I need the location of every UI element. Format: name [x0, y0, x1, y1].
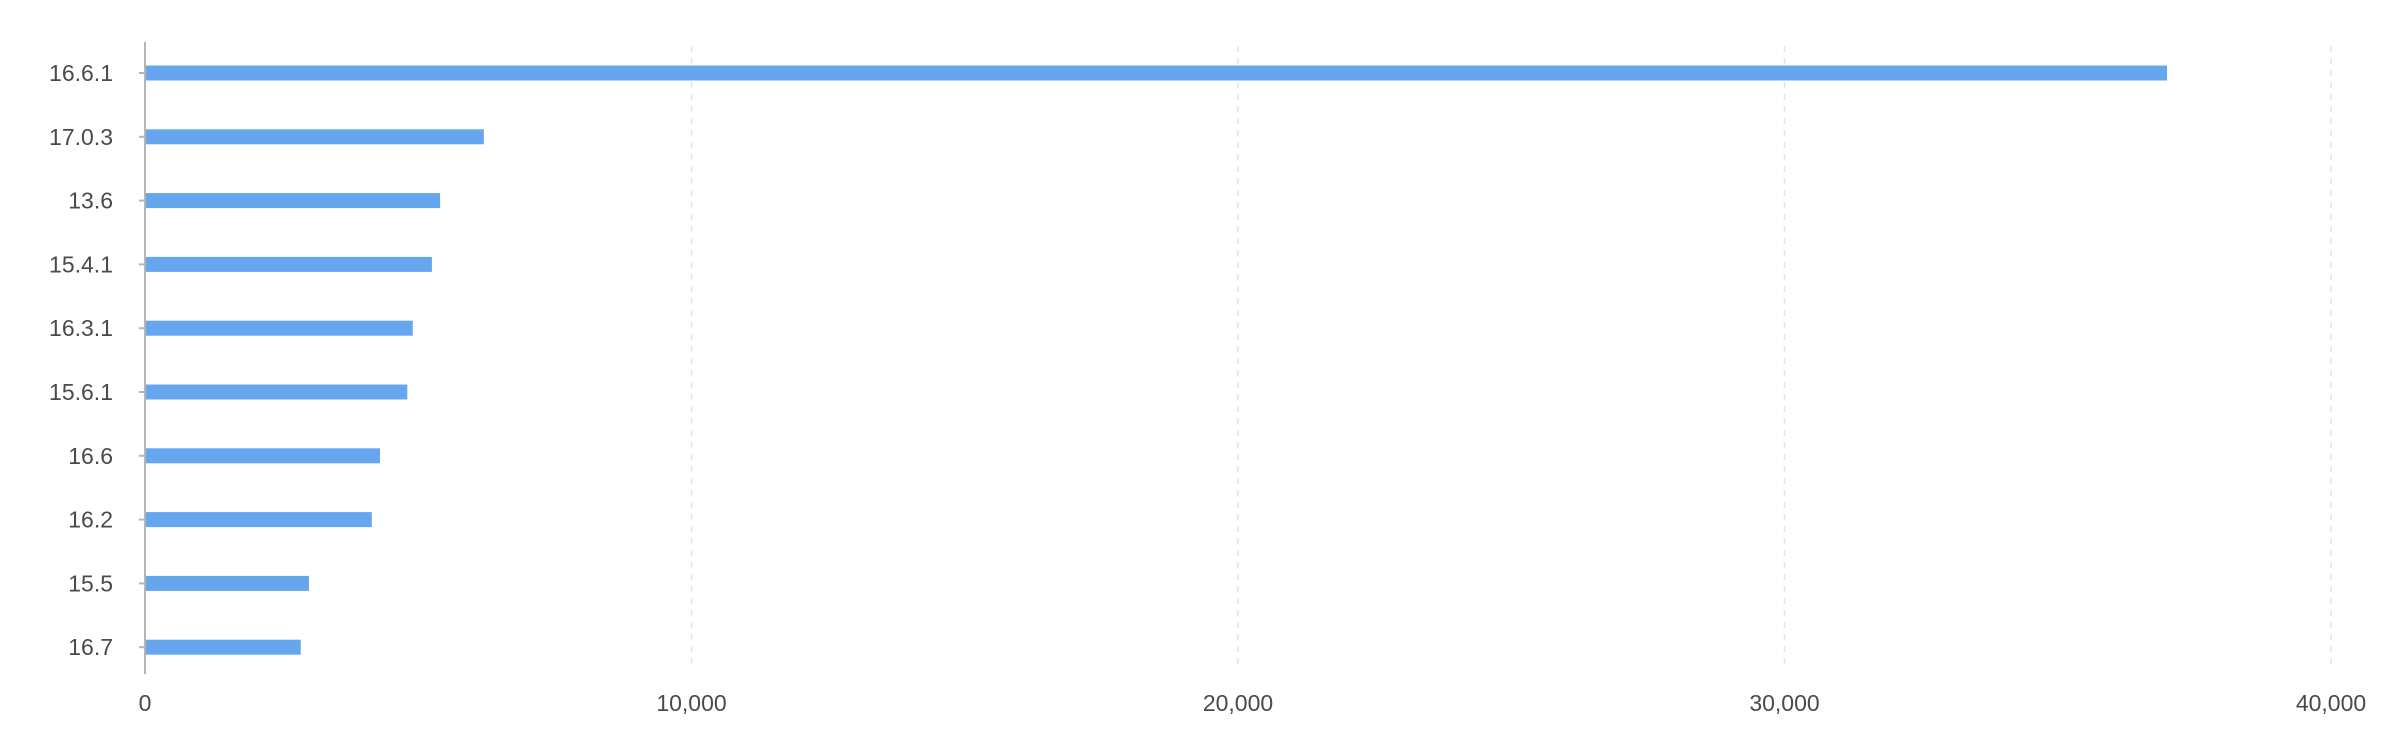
bar-15-6-1 [145, 384, 408, 400]
y-tick-label: 15.4.1 [49, 251, 113, 277]
y-tick-label: 16.6.1 [49, 60, 113, 86]
x-tick-label: 20,000 [1203, 690, 1273, 716]
bar-16-6-1 [145, 65, 2168, 81]
x-tick-label: 30,000 [1749, 690, 1819, 716]
y-tick-label: 16.7 [68, 634, 113, 660]
bar-17-0-3 [145, 129, 484, 145]
gridlines [690, 46, 2332, 668]
y-tick-label: 16.6 [68, 443, 113, 469]
x-tick-label: 40,000 [2296, 690, 2366, 716]
y-tick-label: 16.3.1 [49, 315, 113, 341]
y-tick-label: 16.2 [68, 507, 113, 533]
axes [139, 42, 146, 674]
x-tick-label: 0 [139, 690, 152, 716]
bar-15-5 [145, 575, 309, 591]
bars [145, 65, 2168, 655]
bar-13-6 [145, 193, 441, 209]
y-tick-label: 15.5 [68, 570, 113, 596]
x-tick-label: 10,000 [656, 690, 726, 716]
tick-labels: 16.6.1 17.0.3 13.6 15.4.1 16.3.1 15.6.1 16.6 16… [49, 60, 2366, 716]
bar-16-6 [145, 448, 380, 464]
y-tick-label: 15.6.1 [49, 379, 113, 405]
y-tick-label: 17.0.3 [49, 124, 113, 150]
bar-16-3-1 [145, 320, 413, 336]
bar-15-4-1 [145, 256, 432, 272]
bar-16-2 [145, 512, 372, 528]
y-tick-label: 13.6 [68, 188, 113, 214]
bar-16-7 [145, 639, 301, 655]
